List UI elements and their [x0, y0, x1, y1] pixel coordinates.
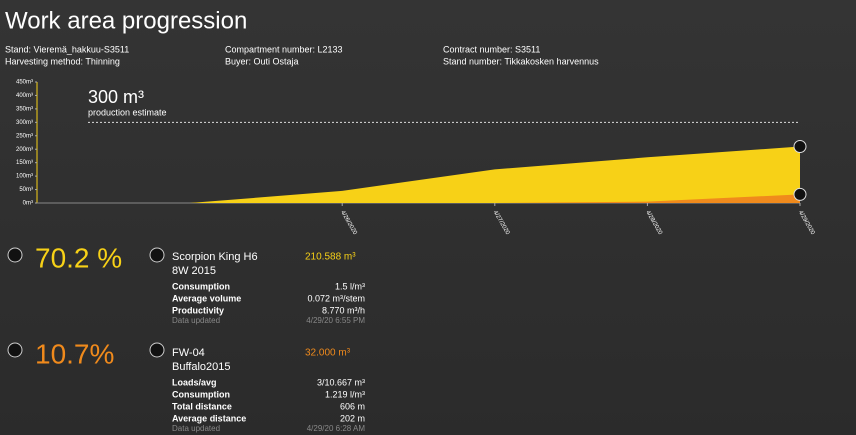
- row-value: 606 m: [340, 401, 365, 411]
- machine-volume: 210.588 m³: [305, 252, 356, 263]
- row-value: 0.072 m³/stem: [307, 293, 365, 303]
- info-field: Buyer: Outi Ostaja: [225, 56, 299, 66]
- info-field: Harvesting method: Thinning: [5, 56, 120, 66]
- row-label: Total distance: [172, 401, 232, 411]
- machine-model: Buffalo2015: [172, 361, 231, 373]
- info: Stand: Vieremä_hakkuu-S3511 Compartment …: [5, 44, 599, 66]
- harvester-icon: [149, 247, 165, 263]
- page-title: Work area progression: [5, 7, 247, 34]
- info-field: Stand number: Tikkakosken harvennus: [443, 56, 599, 66]
- x-tick-label: 4/27/2020: [492, 210, 511, 237]
- series-end-icon: [793, 140, 807, 154]
- row-label: Loads/avg: [172, 377, 217, 387]
- row-label: Consumption: [172, 389, 230, 399]
- row-value: 1.5 l/m³: [335, 281, 365, 291]
- row-value: 8.770 m³/h: [322, 305, 365, 315]
- x-tick-label: 4/26/2020: [339, 210, 358, 237]
- row-label: Average volume: [172, 293, 241, 303]
- y-tick-label: 100m³: [16, 174, 33, 180]
- y-tick-label: 150m³: [16, 160, 33, 166]
- info-field: Contract number: S3511: [443, 44, 540, 54]
- estimate-value: 300 m³: [88, 87, 144, 107]
- row-value: 1.219 l/m³: [325, 389, 365, 399]
- updated-value: 4/29/20 6:55 PM: [306, 316, 365, 325]
- row-value: 3/10.667 m³: [317, 377, 365, 387]
- y-tick-label: 250m³: [16, 133, 33, 139]
- forwarder-icon: [149, 342, 165, 358]
- updated-label: Data updated: [172, 316, 220, 325]
- updated-value: 4/29/20 6:28 AM: [307, 424, 366, 433]
- harvester-icon: [7, 247, 23, 263]
- info-field: Compartment number: L2133: [225, 44, 343, 54]
- info-field: Stand: Vieremä_hakkuu-S3511: [5, 44, 129, 54]
- row-label: Productivity: [172, 305, 224, 315]
- series-end-icon: [793, 187, 807, 201]
- machine-model: 8W 2015: [172, 265, 216, 277]
- x-tick-label: 4/28/2020: [644, 210, 663, 237]
- machine-name: FW-04: [172, 347, 205, 359]
- share: 10.7%: [35, 338, 114, 369]
- y-tick-label: 350m³: [16, 106, 33, 112]
- estimate-text: production estimate: [88, 108, 167, 118]
- machine-volume: 32.000 m³: [305, 348, 351, 359]
- area: [189, 146, 801, 203]
- forwarder-icon: [7, 342, 23, 358]
- machine-cards: 70.2 % Scorpion King H6 8W 2015 210.588 m³ C…: [7, 242, 366, 433]
- x-tick-label: 4/29/2020: [797, 210, 816, 237]
- y-tick-label: 450m³: [16, 80, 33, 86]
- updated-label: Data updated: [172, 424, 220, 433]
- machine-name: Scorpion King H6: [172, 251, 258, 263]
- area: [189, 194, 801, 203]
- y-tick-label: 0m³: [23, 201, 33, 207]
- share: 70.2 %: [35, 242, 122, 273]
- chart: 0m³ 50m³ 100m³ 150m³ 200m³ 250m³ 300m³ 350m³ 400…: [16, 80, 816, 237]
- y-tick-label: 50m³: [19, 187, 33, 193]
- y-tick-label: 400m³: [16, 93, 33, 99]
- row-value: 202 m: [340, 413, 365, 423]
- y-tick-label: 200m³: [16, 147, 33, 153]
- row-label: Average distance: [172, 413, 246, 423]
- y-tick-label: 300m³: [16, 120, 33, 126]
- row-label: Consumption: [172, 281, 230, 291]
